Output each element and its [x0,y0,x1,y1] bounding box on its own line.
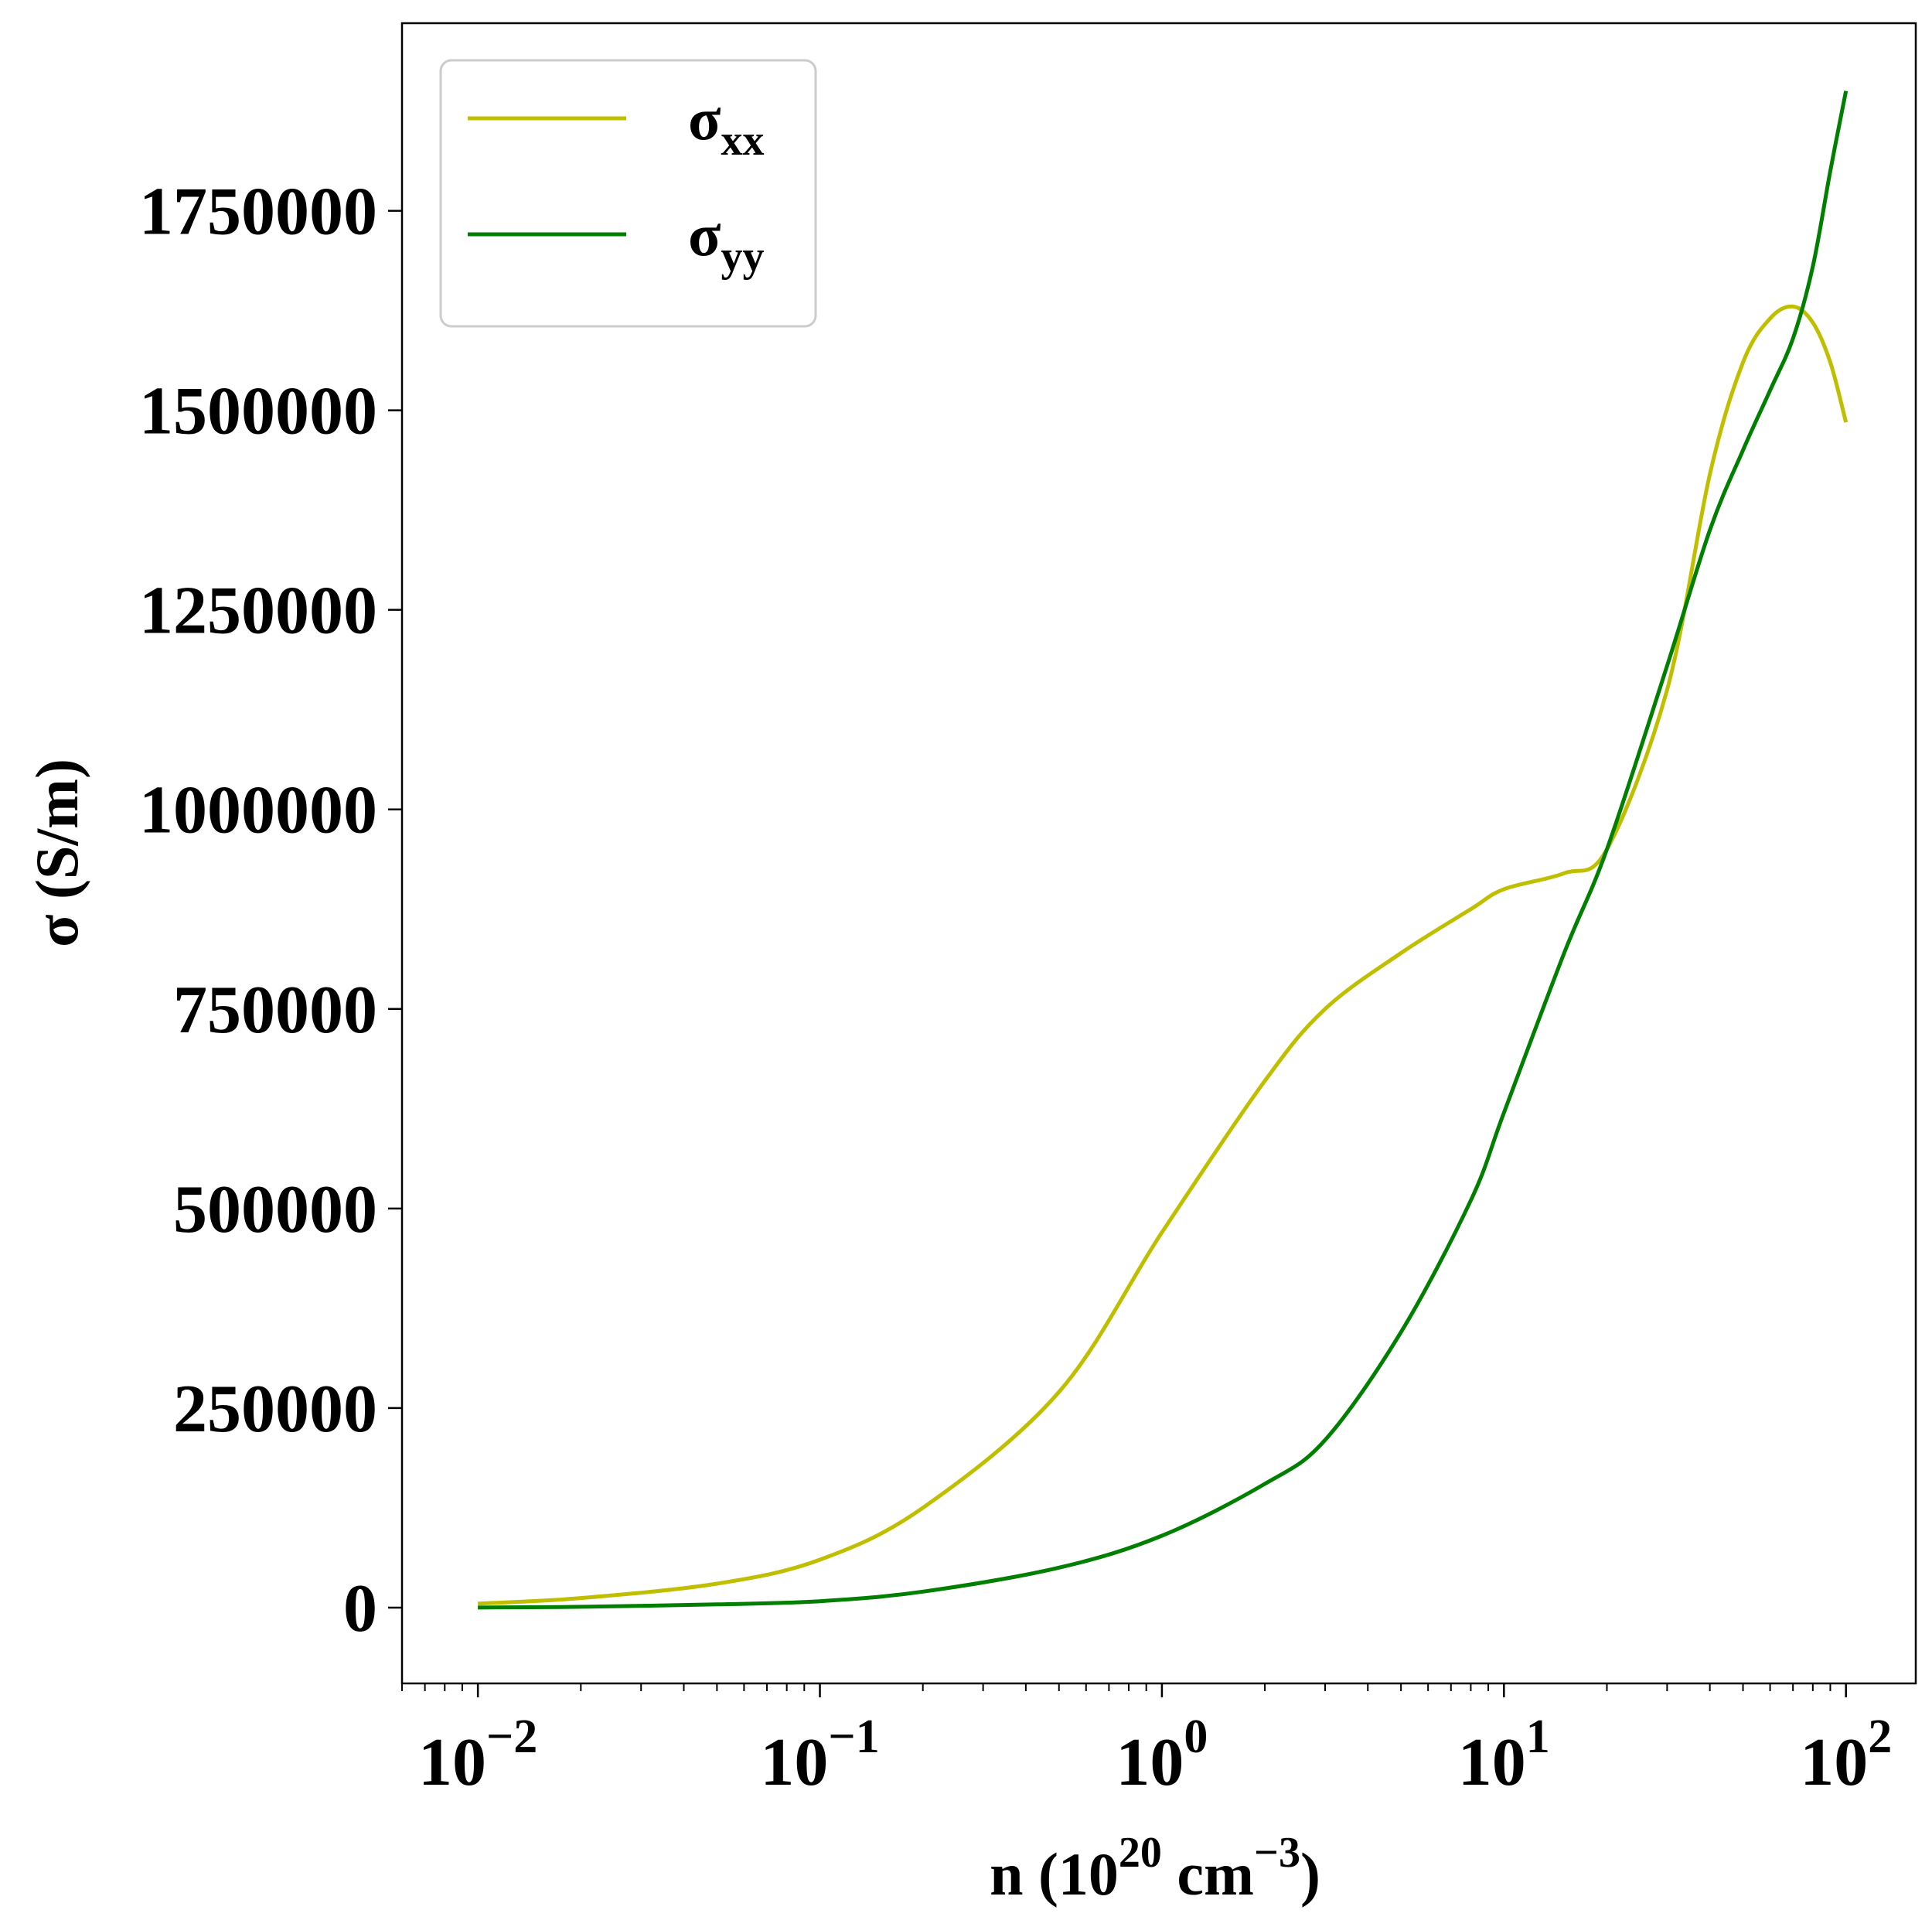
x-tick-label: 10−2 [418,1710,537,1800]
y-tick-label: 250000 [173,1372,377,1447]
x-tick-label: 102 [1800,1710,1892,1800]
y-tick-label: 0 [343,1571,377,1646]
y-tick-label: 500000 [173,1172,377,1247]
series-line-sigma-xx [477,304,1849,1606]
x-axis-label: n (1020 cm−3) [990,1829,1320,1908]
x-tick-label: 101 [1458,1710,1550,1800]
legend-label-sigma-xx: σxx [688,85,764,165]
y-tick-label: 750000 [173,973,377,1048]
y-tick-label: 1250000 [139,574,377,649]
y-tick-label: 1000000 [139,773,377,848]
y-axis: 0 250000 500000 750000 1000000 1250000 1500000… [139,175,402,1646]
x-axis: 10−2 10−1 100 101 102 [401,1683,1892,1800]
series-layer [477,90,1849,1610]
x-tick-label: 10−1 [760,1710,879,1800]
legend: σxx σyy [439,59,817,328]
plot-frame [400,22,1917,1685]
legend-label-sigma-yy: σyy [688,201,764,281]
y-tick-label: 1750000 [139,175,377,250]
y-tick-label: 1500000 [139,374,377,449]
legend-box [439,59,817,328]
y-axis-label: σ (S/m) [23,759,90,947]
series-line-sigma-yy [478,90,1849,1610]
x-tick-label: 100 [1116,1710,1208,1800]
